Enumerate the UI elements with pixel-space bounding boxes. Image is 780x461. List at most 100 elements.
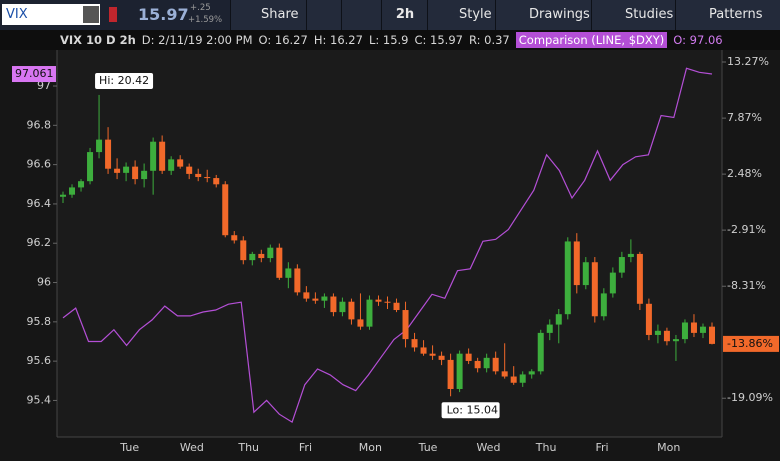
x-tick-label: Thu (237, 441, 259, 454)
info-item: VIX 10 D 2h (60, 33, 136, 47)
x-tick-label: Thu (535, 441, 557, 454)
timeframe-button[interactable]: 2h (381, 0, 428, 30)
info-item: L: 15.9 (368, 33, 409, 47)
candle-body (699, 326, 706, 333)
candle-body (411, 339, 418, 348)
symbol-input[interactable]: VIX (2, 4, 100, 25)
lo-callout (441, 402, 500, 419)
info-item: D: 2/11/19 2:00 PM (141, 33, 253, 47)
candle-body (528, 371, 535, 375)
candle-body (168, 159, 175, 171)
candle-body (321, 296, 328, 301)
candle-body (609, 272, 616, 294)
candle-body (267, 247, 274, 259)
y-tick-label: 95.8 (27, 315, 52, 328)
candle-body (636, 253, 643, 304)
candle-body (366, 299, 373, 327)
candle-body (474, 360, 481, 369)
y-tick-label: 96.2 (27, 236, 52, 249)
candle-body (339, 301, 346, 313)
last-value-label: -13.86% (727, 337, 773, 350)
candle-body (204, 177, 211, 179)
candle-body (492, 357, 499, 372)
x-tick-label: Mon (657, 441, 680, 454)
candle-body (285, 268, 292, 278)
x-tick-label: Mon (359, 441, 382, 454)
drawings-button[interactable]: Drawings (495, 0, 591, 30)
candle-body (330, 296, 337, 313)
candle-body (276, 247, 283, 278)
candle-body (177, 159, 184, 167)
candle-body (690, 322, 697, 333)
y2-tick-label: 7.87% (727, 111, 762, 124)
candle-body (618, 257, 625, 273)
candle-body (303, 292, 310, 299)
candle-body (672, 339, 679, 342)
y-tick-label: 95.6 (27, 354, 52, 367)
candle-body (429, 353, 436, 356)
candle-body (249, 253, 256, 261)
lo-label: Lo: 15.04 (447, 403, 498, 416)
plot-area (57, 50, 722, 437)
y2-tick-label: 13.27% (727, 55, 769, 68)
comparison-last-label: 97.061 (15, 67, 54, 80)
patterns-button[interactable]: Patterns (675, 0, 780, 30)
candle-body (582, 262, 589, 286)
x-tick-label: Wed (476, 441, 500, 454)
candle-body (681, 322, 688, 340)
candle-body (600, 293, 607, 317)
candle-body (312, 298, 319, 301)
candle-body (60, 194, 66, 197)
y2-tick-label: -2.91% (727, 223, 766, 236)
candle-body (78, 181, 85, 188)
candle-body (87, 152, 94, 182)
last-price: 15.97 (138, 5, 189, 24)
y-tick-label: 96 (37, 276, 51, 289)
candle-body (555, 314, 562, 325)
candle-body (384, 301, 391, 303)
symbol-dropdown[interactable] (83, 6, 99, 23)
studies-button[interactable]: Studies (591, 0, 675, 30)
candle-body (159, 141, 166, 171)
candle-body (663, 330, 670, 342)
candle-body (375, 299, 382, 302)
info-item: O: 16.27 (258, 33, 308, 47)
settings-button[interactable] (341, 0, 382, 30)
candle-body (501, 371, 508, 377)
candle-body (240, 240, 247, 261)
x-tick-label: Tue (119, 441, 139, 454)
change: +.25 (190, 3, 211, 13)
candle-body (402, 310, 409, 340)
hi-callout (95, 72, 154, 89)
share-button[interactable]: Share (230, 0, 306, 30)
candle-body (573, 241, 580, 286)
candle-body (213, 178, 220, 185)
candle-body (141, 170, 148, 180)
toolbar: VIX 15.97 +.25 +1.59% Share 2h Style Dra… (0, 0, 780, 30)
y2-tick-label: 2.48% (727, 167, 762, 180)
candle-body (348, 301, 355, 320)
candle-body (105, 139, 112, 169)
candle-body (564, 241, 571, 315)
candle-body (519, 374, 526, 383)
candle-body (591, 262, 598, 317)
info-item: H: 16.27 (313, 33, 363, 47)
last-value-tag (723, 335, 779, 352)
candle-body (294, 268, 301, 293)
info-item: R: 0.37 (468, 33, 510, 47)
candle-body (195, 173, 202, 178)
y2-tick-label: -8.31% (727, 279, 766, 292)
link-icon[interactable] (109, 7, 117, 22)
style-button[interactable]: Style (427, 0, 495, 30)
candle-body (258, 253, 265, 259)
candle-body (69, 187, 76, 195)
candle-body (654, 330, 661, 335)
candle-body (438, 355, 445, 360)
flask-button[interactable] (306, 0, 342, 30)
candle-body (96, 139, 103, 153)
x-tick-label: Tue (418, 441, 438, 454)
info-item: C: 15.97 (414, 33, 463, 47)
candle-body (222, 184, 229, 236)
info-bar: VIX 10 D 2h D: 2/11/19 2:00 PM O: 16.27 H: … (0, 30, 780, 50)
y-tick-label: 97 (37, 79, 51, 92)
